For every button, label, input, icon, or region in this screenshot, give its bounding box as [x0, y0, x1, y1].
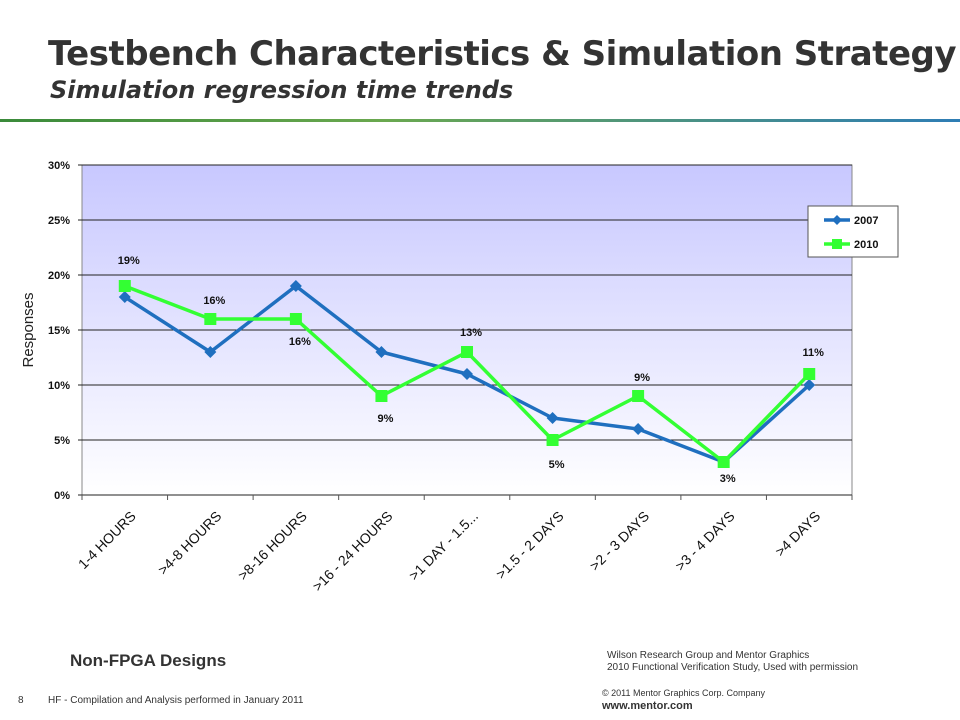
y-tick-label: 30%	[48, 160, 70, 172]
y-tick-label: 20%	[48, 270, 70, 282]
source-line-1: Wilson Research Group and Mentor Graphic…	[607, 650, 810, 661]
data-point-2007	[546, 412, 559, 424]
data-label: 9%	[377, 413, 393, 425]
website-link[interactable]: www.mentor.com	[602, 700, 693, 712]
data-point-2010	[289, 313, 302, 325]
data-label: 9%	[634, 372, 650, 384]
y-tick-label: 10%	[48, 380, 70, 392]
slide-title: Testbench Characteristics & Simulation S…	[48, 34, 957, 74]
y-tick-label: 5%	[54, 435, 70, 447]
legend-label: 2010	[854, 239, 878, 251]
source-attribution: Wilson Research Group and Mentor Graphic…	[607, 650, 858, 674]
data-point-2007	[461, 368, 473, 380]
x-tick-label: >2 - 3 DAYS	[586, 508, 652, 574]
data-label: 5%	[549, 459, 565, 471]
source-line-2: 2010 Functional Verification Study, Used…	[607, 662, 859, 673]
legend-marker	[832, 239, 842, 249]
data-point-2010	[717, 456, 730, 468]
data-label: 13%	[460, 327, 482, 339]
y-tick-label: 15%	[48, 325, 70, 337]
legend-box	[807, 205, 899, 258]
data-point-2010	[375, 390, 388, 402]
data-point-2010	[204, 313, 217, 325]
x-tick-label: >8-16 HOURS	[235, 508, 310, 583]
data-point-2010	[461, 346, 473, 358]
data-label: 19%	[118, 255, 140, 267]
data-point-2007	[204, 346, 217, 358]
data-point-2010	[546, 434, 559, 446]
data-point-2010	[803, 368, 816, 380]
legend-label: 2007	[854, 215, 878, 227]
data-point-2007	[803, 379, 816, 391]
y-axis-title: Responses	[20, 292, 37, 367]
x-tick-label: 1-4 HOURS	[75, 508, 139, 572]
data-point-2007	[375, 346, 388, 358]
data-point-2007	[289, 280, 302, 292]
legend-marker	[832, 215, 842, 225]
x-tick-label: >4 DAYS	[772, 508, 824, 560]
slide-number: 8	[18, 695, 24, 706]
slide-subtitle: Simulation regression time trends	[50, 76, 514, 104]
data-label: 16%	[203, 295, 225, 307]
data-point-2007	[118, 291, 131, 303]
analysis-footnote: HF - Compilation and Analysis performed …	[48, 695, 304, 706]
data-label: 3%	[720, 473, 736, 485]
data-point-2010	[632, 390, 645, 402]
data-label: 16%	[289, 336, 311, 348]
y-tick-label: 0%	[54, 490, 70, 502]
x-tick-label: >16 - 24 HOURS	[309, 508, 395, 594]
line-chart: 0%5%10%15%20%25%30%Responses 1-4 HOURS >4…	[20, 160, 899, 594]
copyright-text: © 2011 Mentor Graphics Corp. Company	[602, 688, 766, 698]
design-type-note: Non-FPGA Designs	[70, 651, 227, 670]
x-tick-label: >3 - 4 DAYS	[672, 508, 738, 574]
data-point-2007	[632, 423, 645, 435]
title-divider	[0, 119, 960, 122]
x-tick-label: >1.5 - 2 DAYS	[493, 508, 567, 582]
x-tick-label: >4-8 HOURS	[155, 508, 225, 578]
data-label: 11%	[803, 347, 825, 359]
data-point-2010	[118, 280, 131, 292]
x-tick-label: >1 DAY - 1.5...	[406, 508, 482, 584]
y-tick-label: 25%	[48, 215, 70, 227]
